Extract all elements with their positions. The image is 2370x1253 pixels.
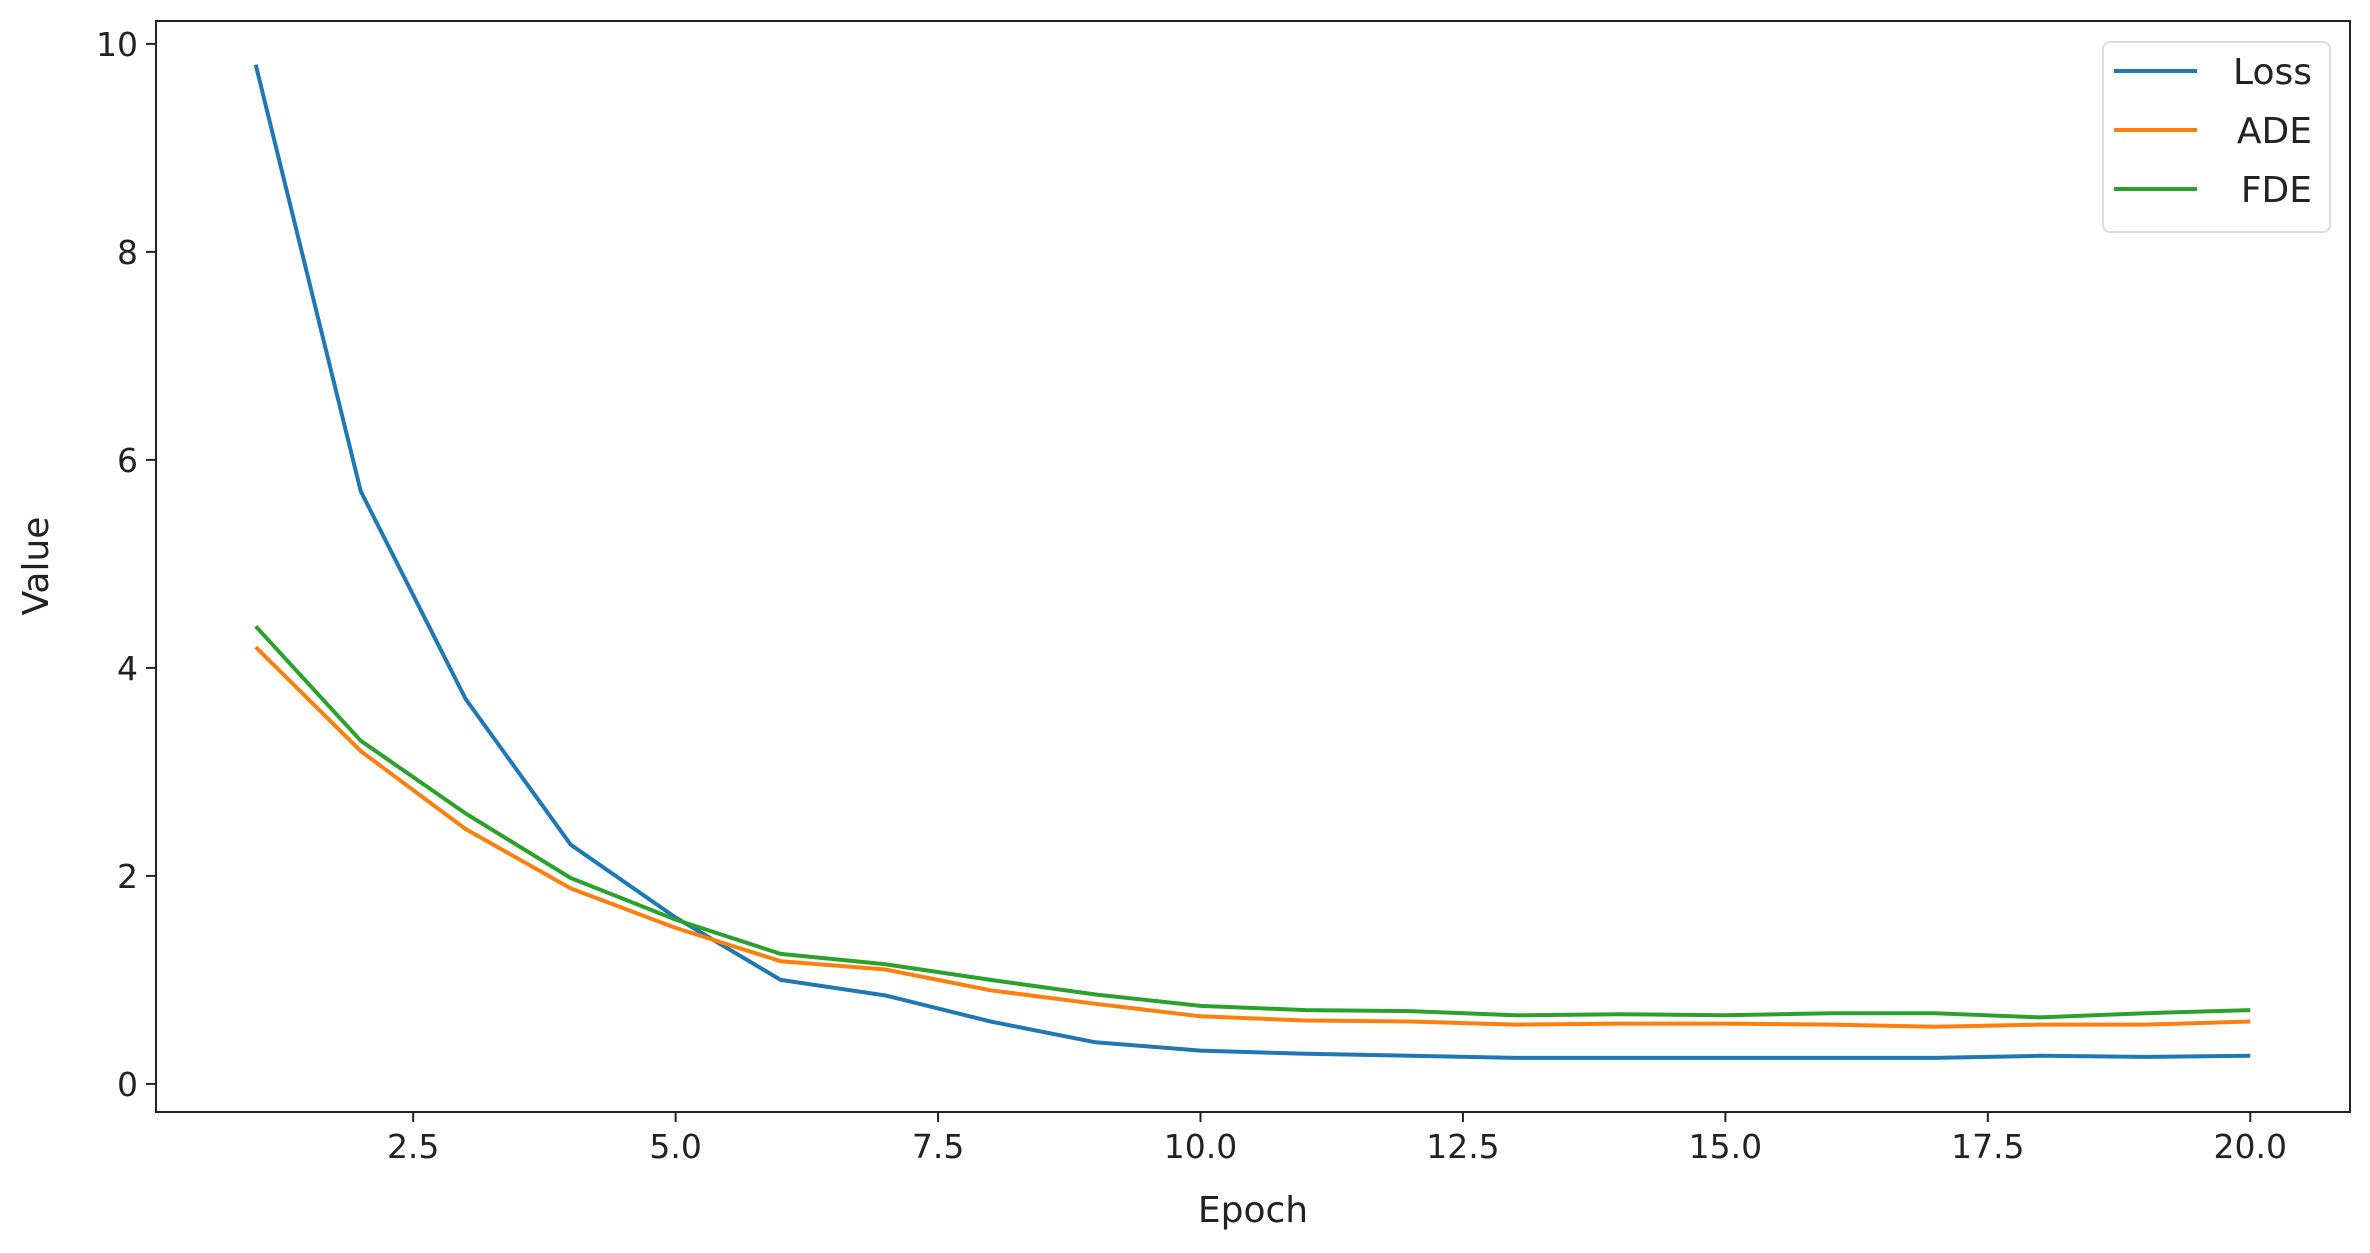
legend: Loss ADE FDE xyxy=(2102,41,2331,233)
y-tick-label: 2 xyxy=(117,857,138,896)
legend-label-loss: Loss xyxy=(2233,52,2312,93)
y-tick-label: 0 xyxy=(117,1065,138,1104)
y-tick-label: 10 xyxy=(96,25,138,64)
x-tick-label: 10.0 xyxy=(1164,1127,1237,1166)
legend-label-ade: ADE xyxy=(2237,111,2312,152)
x-axis-label: Epoch xyxy=(1198,1190,1308,1231)
x-tick-label: 12.5 xyxy=(1426,1127,1499,1166)
x-tick-label: 5.0 xyxy=(649,1127,701,1166)
y-axis-label: Value xyxy=(16,517,57,616)
y-tick-label: 4 xyxy=(117,649,138,688)
series-line-fde xyxy=(254,624,2251,1020)
x-tick-label: 17.5 xyxy=(1951,1127,2024,1166)
y-tick-label: 8 xyxy=(117,233,138,272)
legend-label-fde: FDE xyxy=(2241,170,2312,211)
x-tick-label: 15.0 xyxy=(1689,1127,1762,1166)
legend-box xyxy=(2102,41,2331,233)
x-tick-label: 20.0 xyxy=(2214,1127,2287,1166)
x-tick-label: 7.5 xyxy=(912,1127,964,1166)
y-tick-label: 6 xyxy=(117,441,138,480)
plot-frame xyxy=(155,20,2351,1113)
series-line-ade xyxy=(254,645,2251,1029)
x-tick-label: 2.5 xyxy=(387,1127,439,1166)
series-line-loss xyxy=(253,64,2251,1060)
